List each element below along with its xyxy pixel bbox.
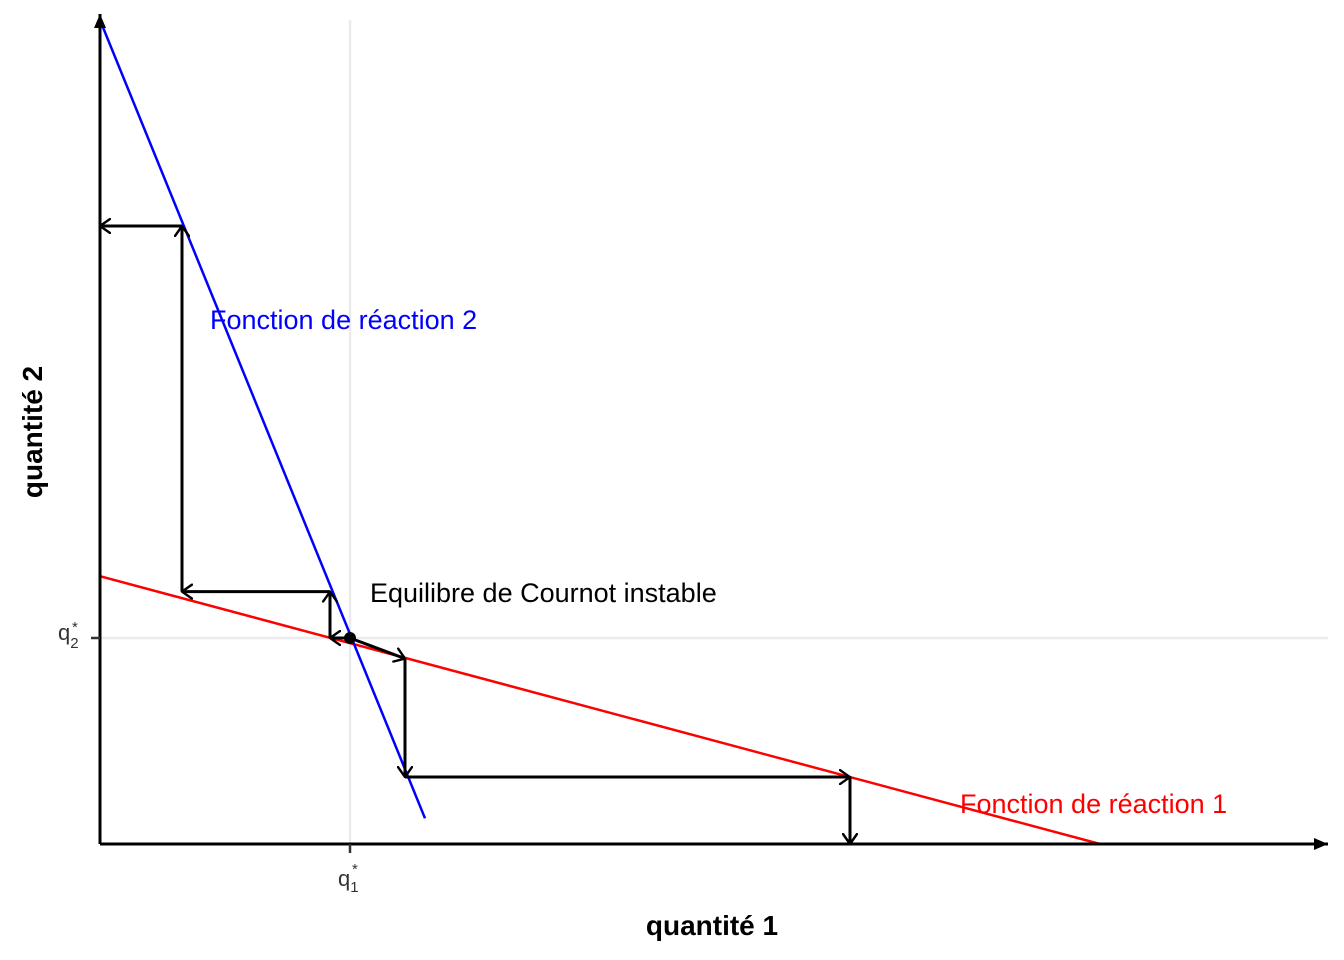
series-layer [98,19,1101,846]
cobweb-arrow-0-0 [349,636,405,659]
y-tick-label-subscript: 2 [70,635,78,652]
x-tick-label: q1 [338,866,359,896]
x-tick-label-main: q [338,866,350,891]
y-axis-title: quantité 2 [17,366,48,498]
grid-layer [100,20,1328,844]
equilibrium-point [344,632,356,644]
reaction2-label: Fonction de réaction 2 [210,305,477,335]
y-tick-label-main: q [58,620,70,645]
tick-layer [91,636,352,853]
x-axis-title: quantité 1 [646,910,778,941]
reaction1-label: Fonction de réaction 1 [960,789,1227,819]
x-tick-label-subscript: 1 [350,879,358,896]
cobweb-layer [100,226,850,844]
reaction-function-1-line [99,574,1101,846]
y-tick-label-superscript: * [72,619,78,636]
equilibrium-label: Equilibre de Cournot instable [370,578,717,608]
y-tick-label: q2 [58,620,79,652]
x-tick-label-superscript: * [352,861,358,878]
reaction-function-2-line [98,19,427,819]
